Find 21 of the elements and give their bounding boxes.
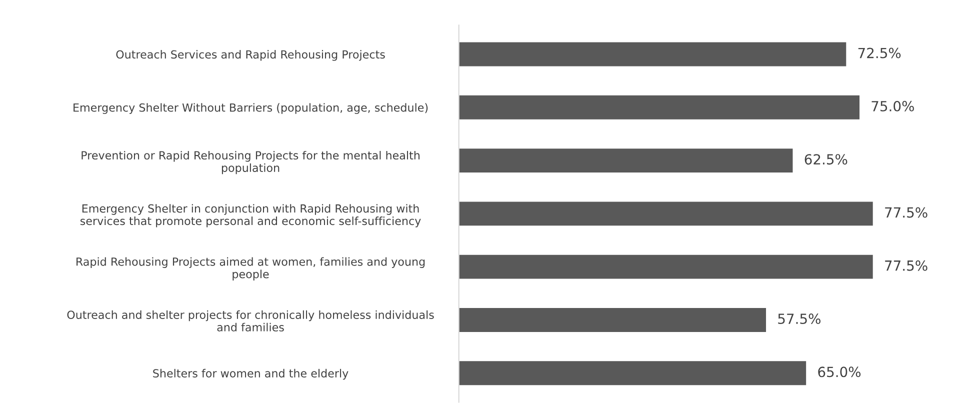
data-label: 77.5% [885,260,928,271]
bar [458,308,766,332]
y-tick-label: Outreach Services and Rapid Rehousing Projects [116,50,385,61]
bar [458,361,806,386]
data-label: 62.5% [804,154,848,165]
bar [458,254,873,279]
bar [458,148,793,172]
y-tick-label: Rapid Rehousing Projects aimed at women, families and young people [76,257,425,280]
data-label: 77.5% [885,207,928,218]
data-label: 57.5% [778,314,820,324]
bar [458,42,846,66]
y-tick-label: Outreach and shelter projects for chronically homeless individuals and families [67,310,434,332]
bar [458,202,873,226]
bar [458,95,860,120]
y-tick-label: Shelters for women and the elderly [153,368,348,380]
data-label: 75.0% [872,100,914,112]
data-label: 72.5% [858,48,901,58]
y-tick-label: Prevention or Rapid Rehousing Projects for the mental health population [82,150,420,174]
y-tick-label: Emergency Shelter Without Barriers (population, age, schedule) [74,103,428,114]
data-label: 65.0% [818,366,861,378]
y-tick-label: Emergency Shelter in conjunction with Rapid Rehousing with services that promote personal and economic self-sufficiency [80,204,421,228]
